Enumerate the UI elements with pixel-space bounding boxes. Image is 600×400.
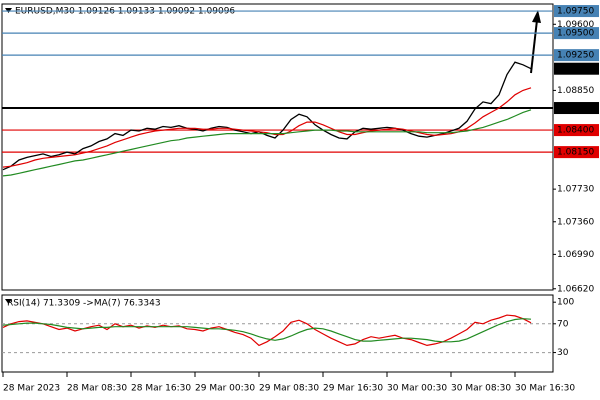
y-tick-label: 1.07730 bbox=[557, 185, 594, 195]
y-tick-label: 1.09600 bbox=[557, 20, 594, 30]
level-label: 1.08400 bbox=[557, 126, 594, 136]
arrow bbox=[530, 19, 538, 74]
menu-icon bbox=[5, 299, 12, 304]
main-panel bbox=[1, 3, 554, 291]
y-tick-label: 100 bbox=[557, 298, 574, 308]
series-line bbox=[2, 318, 532, 343]
series-line bbox=[2, 109, 532, 177]
x-tick-label: 29 Mar 16:30 bbox=[323, 384, 383, 394]
arrow-head bbox=[532, 10, 541, 23]
rsi-panel bbox=[1, 294, 554, 373]
series-line bbox=[2, 61, 532, 171]
level-label: 1.09750 bbox=[557, 7, 594, 17]
level-label-box bbox=[554, 124, 599, 137]
x-tick-label: 28 Mar 08:30 bbox=[67, 384, 127, 394]
level-label-box bbox=[554, 27, 599, 40]
x-tick-label: 28 Mar 2023 bbox=[3, 384, 60, 394]
level-label-box bbox=[554, 102, 599, 115]
x-tick-label: 30 Mar 08:30 bbox=[451, 384, 511, 394]
x-tick-label: 28 Mar 16:30 bbox=[131, 384, 191, 394]
y-tick-label: 1.08850 bbox=[557, 86, 594, 96]
y-tick-label: 1.07360 bbox=[557, 217, 594, 227]
level-label-box bbox=[554, 49, 599, 62]
series-line bbox=[2, 87, 532, 168]
level-label: 1.08650 bbox=[557, 104, 594, 114]
level-label: 1.09500 bbox=[557, 29, 594, 39]
x-tick-label: 29 Mar 08:30 bbox=[259, 384, 319, 394]
y-tick-label: 70 bbox=[557, 319, 569, 329]
series-line bbox=[2, 314, 532, 347]
y-tick-label: 30 bbox=[557, 348, 569, 358]
y-tick-label: 1.06620 bbox=[557, 284, 594, 294]
x-tick-label: 29 Mar 00:30 bbox=[195, 384, 255, 394]
level-label-box bbox=[554, 5, 599, 18]
price-label: 1.09096 bbox=[557, 64, 594, 74]
y-tick-label: 1.06990 bbox=[557, 250, 594, 260]
level-label: 1.09250 bbox=[557, 51, 594, 61]
price-label-box bbox=[554, 62, 599, 75]
level-label: 1.08150 bbox=[557, 148, 594, 158]
level-label-box bbox=[554, 146, 599, 159]
x-tick-label: 30 Mar 00:30 bbox=[387, 384, 447, 394]
x-tick-label: 30 Mar 16:30 bbox=[515, 384, 575, 394]
rsi-title: RSI(14) 71.3309 ->MA(7) 76.3343 bbox=[7, 299, 161, 309]
